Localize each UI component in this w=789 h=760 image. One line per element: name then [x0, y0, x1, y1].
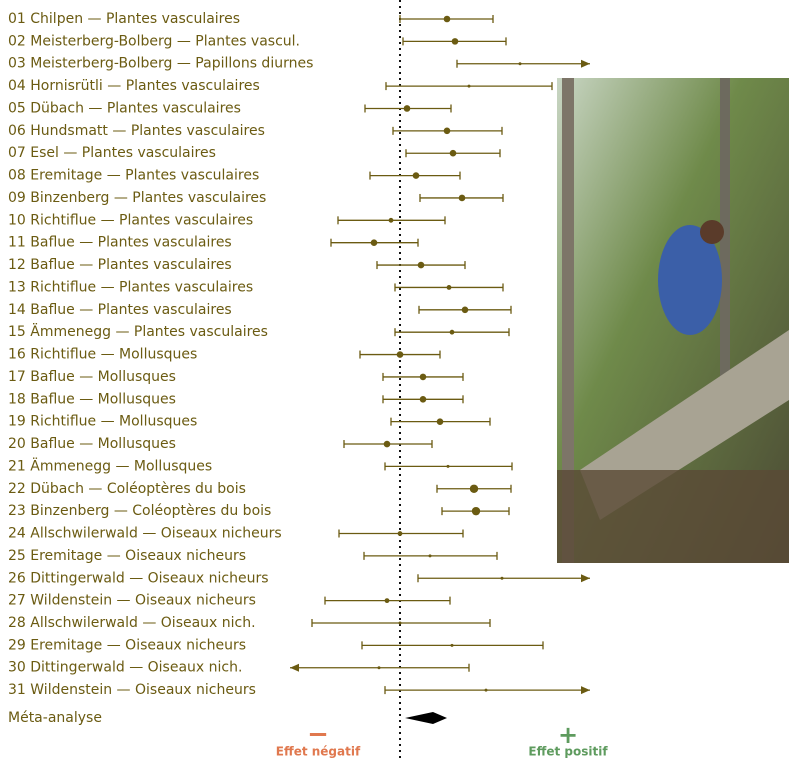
point-estimate: [371, 239, 378, 246]
row-label: 29 Eremitage — Oiseaux nicheurs: [8, 637, 246, 653]
point-estimate: [501, 577, 504, 580]
point-estimate: [378, 666, 381, 669]
row-label: 31 Wildenstein — Oiseaux nicheurs: [8, 682, 256, 698]
point-estimate: [437, 418, 444, 425]
row-label: 21 Ämmenegg — Mollusques: [8, 456, 212, 474]
positive-label: Effet positif: [528, 745, 608, 759]
row-label: 26 Dittingerwald — Oiseaux nicheurs: [8, 570, 269, 586]
row-label: 12 Baflue — Plantes vasculaires: [8, 257, 232, 273]
point-estimate: [485, 689, 488, 692]
row-label: 19 Richtiflue — Mollusques: [8, 414, 197, 430]
row-label: 25 Eremitage — Oiseaux nicheurs: [8, 548, 246, 564]
point-estimate: [398, 531, 403, 536]
row-label: 18 Baflue — Mollusques: [8, 391, 176, 407]
row-label: 03 Meisterberg-Bolberg — Papillons diurn…: [8, 56, 313, 72]
row-label: 13 Richtiflue — Plantes vasculaires: [8, 279, 253, 295]
ci-arrow: [581, 60, 590, 68]
point-estimate: [450, 150, 457, 157]
row-label: 16 Richtiflue — Mollusques: [8, 347, 197, 363]
row-label: 15 Ämmenegg — Plantes vasculaires: [8, 322, 268, 340]
point-estimate: [451, 644, 454, 647]
row-label: 01 Chilpen — Plantes vasculaires: [8, 11, 240, 27]
point-estimate: [459, 195, 466, 202]
point-estimate: [385, 598, 390, 603]
point-estimate: [444, 128, 451, 135]
point-estimate: [447, 285, 452, 290]
point-estimate: [468, 85, 471, 88]
point-estimate: [452, 38, 459, 45]
row-label: 05 Dübach — Plantes vasculaires: [8, 100, 241, 116]
row-label: 27 Wildenstein — Oiseaux nicheurs: [8, 593, 256, 609]
point-estimate: [444, 16, 451, 23]
point-estimate: [420, 396, 427, 403]
point-estimate: [450, 330, 455, 335]
point-estimate: [470, 485, 478, 493]
negative-label: Effet négatif: [276, 745, 361, 759]
row-label: 23 Binzenberg — Coléoptères du bois: [8, 503, 271, 519]
row-label: 06 Hundsmatt — Plantes vasculaires: [8, 123, 265, 139]
point-estimate: [397, 351, 404, 358]
ci-arrow: [581, 686, 590, 694]
row-label: 08 Eremitage — Plantes vasculaires: [8, 168, 259, 184]
point-estimate: [519, 62, 522, 65]
summary-label: Méta-analyse: [8, 710, 102, 726]
point-estimate: [447, 465, 450, 468]
row-label: 11 Baflue — Plantes vasculaires: [8, 235, 232, 251]
point-estimate: [389, 218, 394, 223]
ci-arrow: [581, 574, 590, 582]
row-label: 28 Allschwilerwald — Oiseaux nich.: [8, 615, 256, 631]
point-estimate: [384, 441, 391, 448]
point-estimate: [429, 554, 432, 557]
row-label: 07 Esel — Plantes vasculaires: [8, 145, 216, 161]
point-estimate: [420, 374, 427, 381]
point-estimate: [399, 621, 402, 624]
row-label: 04 Hornisrütli — Plantes vasculaires: [8, 78, 260, 94]
row-label: 09 Binzenberg — Plantes vasculaires: [8, 190, 266, 206]
row-label: 30 Dittingerwald — Oiseaux nich.: [8, 660, 242, 676]
point-estimate: [413, 172, 420, 179]
row-label: 14 Baflue — Plantes vasculaires: [8, 302, 232, 318]
row-label: 20 Baflue — Mollusques: [8, 436, 176, 452]
summary-diamond: [405, 712, 447, 724]
row-label: 02 Meisterberg-Bolberg — Plantes vascul.: [8, 33, 300, 49]
photo: [557, 78, 789, 563]
point-estimate: [462, 307, 469, 314]
row-label: 17 Baflue — Mollusques: [8, 369, 176, 385]
row-label: 24 Allschwilerwald — Oiseaux nicheurs: [8, 526, 282, 542]
forest-chart: 01 Chilpen — Plantes vasculaires 02 Meist…: [0, 0, 789, 760]
row-label: 10 Richtiflue — Plantes vasculaires: [8, 212, 253, 228]
point-estimate: [404, 105, 411, 112]
point-estimate: [472, 507, 480, 515]
row-label: 22 Dübach — Coléoptères du bois: [8, 481, 246, 497]
ci-arrow: [290, 664, 299, 672]
point-estimate: [418, 262, 425, 269]
